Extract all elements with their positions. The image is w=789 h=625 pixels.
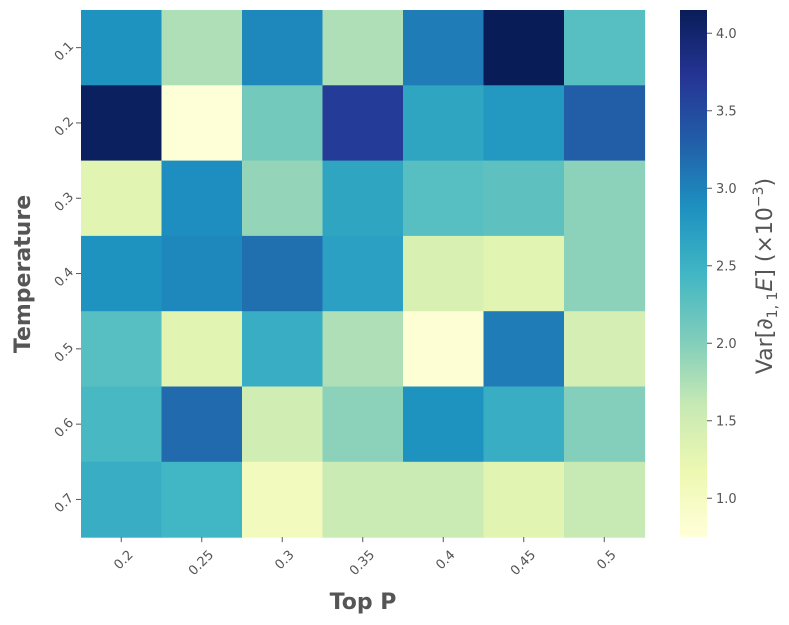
heatmap-cell <box>81 461 163 538</box>
x-tick-label: 0.2 <box>111 548 136 573</box>
x-tick-label: 0.35 <box>347 548 378 579</box>
heatmap-cell <box>403 160 485 237</box>
heatmap-cell <box>564 461 646 538</box>
colorbar <box>680 10 707 537</box>
heatmap-cell <box>242 10 324 86</box>
heatmap-cell <box>322 10 404 86</box>
colorbar-tick-label: 2.0 <box>716 337 737 352</box>
heatmap-cell <box>322 85 404 162</box>
x-tick-label: 0.5 <box>594 548 619 573</box>
heatmap-cell <box>322 235 404 312</box>
y-tick-label: 0.4 <box>52 265 77 290</box>
x-tick-label: 0.4 <box>433 548 458 573</box>
colorbar-tick-label: 3.0 <box>716 182 737 197</box>
colorbar-tick-label: 2.5 <box>716 259 737 274</box>
heatmap-cell <box>564 160 646 237</box>
colorbar-tick-label: 1.5 <box>716 414 737 429</box>
heatmap-cell <box>483 85 565 162</box>
heatmap-cell <box>483 386 565 463</box>
heatmap-cells <box>81 10 646 538</box>
heatmap-cell <box>403 235 485 312</box>
heatmap-cell <box>161 311 243 388</box>
heatmap-cell <box>161 235 243 312</box>
heatmap-cell <box>564 235 646 312</box>
heatmap-cell <box>403 10 485 86</box>
heatmap-cell <box>161 85 243 162</box>
heatmap-cell <box>81 10 163 86</box>
heatmap-cell <box>322 160 404 237</box>
y-axis-label: Temperature <box>11 195 36 353</box>
heatmap-cell <box>322 461 404 538</box>
heatmap-cell <box>564 85 646 162</box>
y-tick-label: 0.3 <box>52 190 77 215</box>
heatmap-cell <box>483 235 565 312</box>
heatmap-cell <box>242 311 324 388</box>
heatmap-cell <box>403 461 485 538</box>
heatmap-cell <box>564 386 646 463</box>
colorbar-tick-label: 4.0 <box>716 27 737 42</box>
heatmap-cell <box>81 311 163 388</box>
heatmap-cell <box>242 461 324 538</box>
heatmap-cell <box>322 386 404 463</box>
y-tick-label: 0.6 <box>52 416 77 441</box>
heatmap-cell <box>242 386 324 463</box>
x-tick-label: 0.25 <box>186 548 217 579</box>
heatmap-cell <box>564 10 646 86</box>
heatmap-cell <box>483 10 565 86</box>
x-tick-label: 0.45 <box>508 548 539 579</box>
x-tick-label: 0.3 <box>272 548 297 573</box>
heatmap-cell <box>81 235 163 312</box>
heatmap-cell <box>322 311 404 388</box>
colorbar-tick-label: 1.0 <box>716 492 737 507</box>
heatmap-cell <box>81 160 163 237</box>
heatmap-cell <box>81 85 163 162</box>
heatmap-cell <box>483 311 565 388</box>
x-tick-labels: 0.2 0.25 0.3 0.35 0.4 0.45 0.5 <box>111 537 620 579</box>
heatmap-cell <box>242 160 324 237</box>
heatmap-cell <box>161 461 243 538</box>
heatmap-cell <box>242 85 324 162</box>
heatmap-cell <box>564 311 646 388</box>
heatmap-cell <box>403 85 485 162</box>
y-tick-label: 0.2 <box>52 114 77 139</box>
y-tick-label: 0.5 <box>52 340 77 365</box>
colorbar-label: Var[∂1, 1E] (×10−3) <box>751 178 781 374</box>
x-axis-label: Top P <box>330 590 397 615</box>
y-tick-labels: 0.1 0.2 0.3 0.4 0.5 0.6 0.7 <box>52 39 81 516</box>
y-tick-label: 0.7 <box>52 491 77 516</box>
y-tick-label: 0.1 <box>52 39 77 64</box>
heatmap-cell <box>483 461 565 538</box>
heatmap-cell <box>161 386 243 463</box>
heatmap-cell <box>161 160 243 237</box>
heatmap-cell <box>242 235 324 312</box>
colorbar-tick-label: 3.5 <box>716 104 737 119</box>
heatmap-cell <box>81 386 163 463</box>
heatmap-cell <box>161 10 243 86</box>
heatmap-cell <box>483 160 565 237</box>
heatmap-cell <box>403 386 485 463</box>
colorbar-ticks: 1.0 1.5 2.0 2.5 3.0 3.5 4.0 <box>707 27 737 507</box>
heatmap-cell <box>403 311 485 388</box>
